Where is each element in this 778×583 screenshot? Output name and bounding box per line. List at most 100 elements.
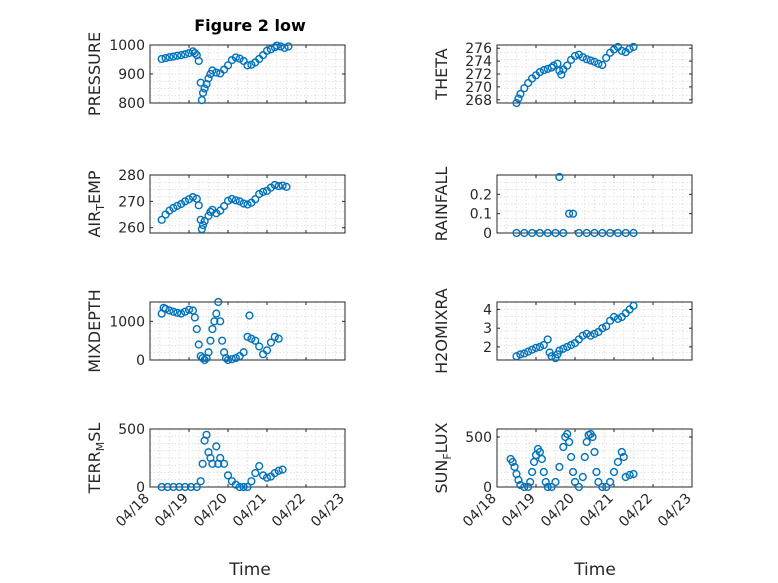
data-point: [621, 228, 630, 238]
data-point: [208, 66, 217, 75]
data-series: [512, 301, 638, 363]
data-point: [555, 346, 564, 355]
data-point: [202, 430, 211, 439]
data-point: [231, 196, 240, 205]
data-point: [272, 41, 281, 50]
data-point: [216, 453, 225, 463]
data-point: [194, 201, 203, 210]
y-tick-label: 3: [483, 321, 492, 337]
data-point: [613, 314, 623, 323]
y-tick-label: 280: [118, 168, 145, 184]
data-point: [181, 197, 190, 206]
data-point: [262, 46, 272, 55]
data-point: [613, 457, 623, 467]
data-point: [578, 53, 587, 62]
data-series: [157, 41, 293, 105]
y-tick-label: 4: [483, 302, 492, 318]
data-point: [284, 42, 293, 51]
y-tick-label: 2: [483, 340, 492, 356]
y-tick-label: 0: [483, 480, 492, 496]
data-point: [598, 324, 607, 333]
data-point: [508, 457, 517, 467]
data-point: [527, 345, 537, 354]
data-point: [210, 317, 219, 326]
data-point: [190, 313, 199, 322]
data-point: [208, 459, 217, 468]
data-point: [582, 329, 591, 338]
data-point: [223, 196, 233, 205]
data-point: [239, 348, 248, 357]
data-point: [574, 228, 584, 238]
data-point: [173, 201, 182, 210]
data-point: [239, 482, 248, 492]
data-point: [223, 61, 233, 70]
data-point: [598, 482, 607, 492]
data-point: [255, 342, 264, 351]
data-point: [617, 447, 626, 457]
data-point: [516, 89, 525, 99]
data-series: [506, 429, 638, 492]
data-series: [157, 297, 283, 365]
data-point: [204, 348, 213, 357]
data-point: [235, 197, 244, 206]
y-axis-label: AIRTEMP: [85, 170, 107, 237]
data-point: [212, 68, 221, 77]
data-point: [555, 172, 564, 182]
data-point: [177, 51, 186, 60]
y-tick-label: 276: [465, 41, 492, 57]
data-point: [243, 482, 252, 492]
data-point: [184, 49, 194, 58]
data-point: [625, 470, 634, 480]
data-point: [157, 215, 166, 224]
data-point: [543, 228, 552, 238]
data-point: [592, 467, 601, 477]
data-point: [580, 452, 589, 462]
y-tick-label: 1000: [109, 38, 145, 54]
data-point: [243, 200, 252, 209]
data-point: [206, 336, 215, 345]
subplot-4: 0 0.1 0.2 RAINFALL: [432, 167, 693, 242]
data-point: [543, 482, 552, 492]
data-point: [549, 61, 558, 70]
data-point: [563, 342, 572, 352]
data-series: [157, 180, 291, 234]
data-point: [181, 482, 190, 492]
data-point: [276, 42, 285, 51]
data-point: [535, 67, 545, 77]
data-point: [266, 338, 276, 347]
data-point: [227, 194, 237, 204]
data-point: [520, 84, 529, 93]
axes-box: [149, 301, 346, 361]
data-point: [535, 228, 545, 238]
data-point: [539, 467, 548, 477]
data-point: [559, 344, 568, 353]
data-point: [547, 63, 556, 72]
data-point: [169, 482, 178, 492]
data-series: [512, 42, 638, 108]
data-point: [165, 306, 174, 315]
data-point: [619, 452, 628, 462]
y-tick-label: 0.1: [470, 207, 492, 223]
data-point: [198, 220, 208, 230]
data-point: [520, 349, 529, 358]
data-point: [586, 56, 595, 65]
data-point: [223, 355, 233, 365]
data-point: [566, 452, 576, 462]
data-point: [539, 340, 548, 350]
data-point: [196, 477, 205, 486]
data-point: [274, 181, 283, 191]
data-point: [629, 301, 638, 310]
data-point: [551, 228, 560, 238]
data-point: [590, 228, 599, 238]
data-point: [208, 324, 217, 334]
data-point: [200, 84, 209, 93]
axes-box: [496, 301, 693, 361]
data-point: [621, 472, 630, 482]
data-point: [157, 482, 166, 492]
y-tick-label: 274: [465, 54, 492, 70]
data-point: [173, 51, 182, 60]
data-point: [568, 467, 578, 477]
y-tick-label: 270: [118, 194, 145, 210]
